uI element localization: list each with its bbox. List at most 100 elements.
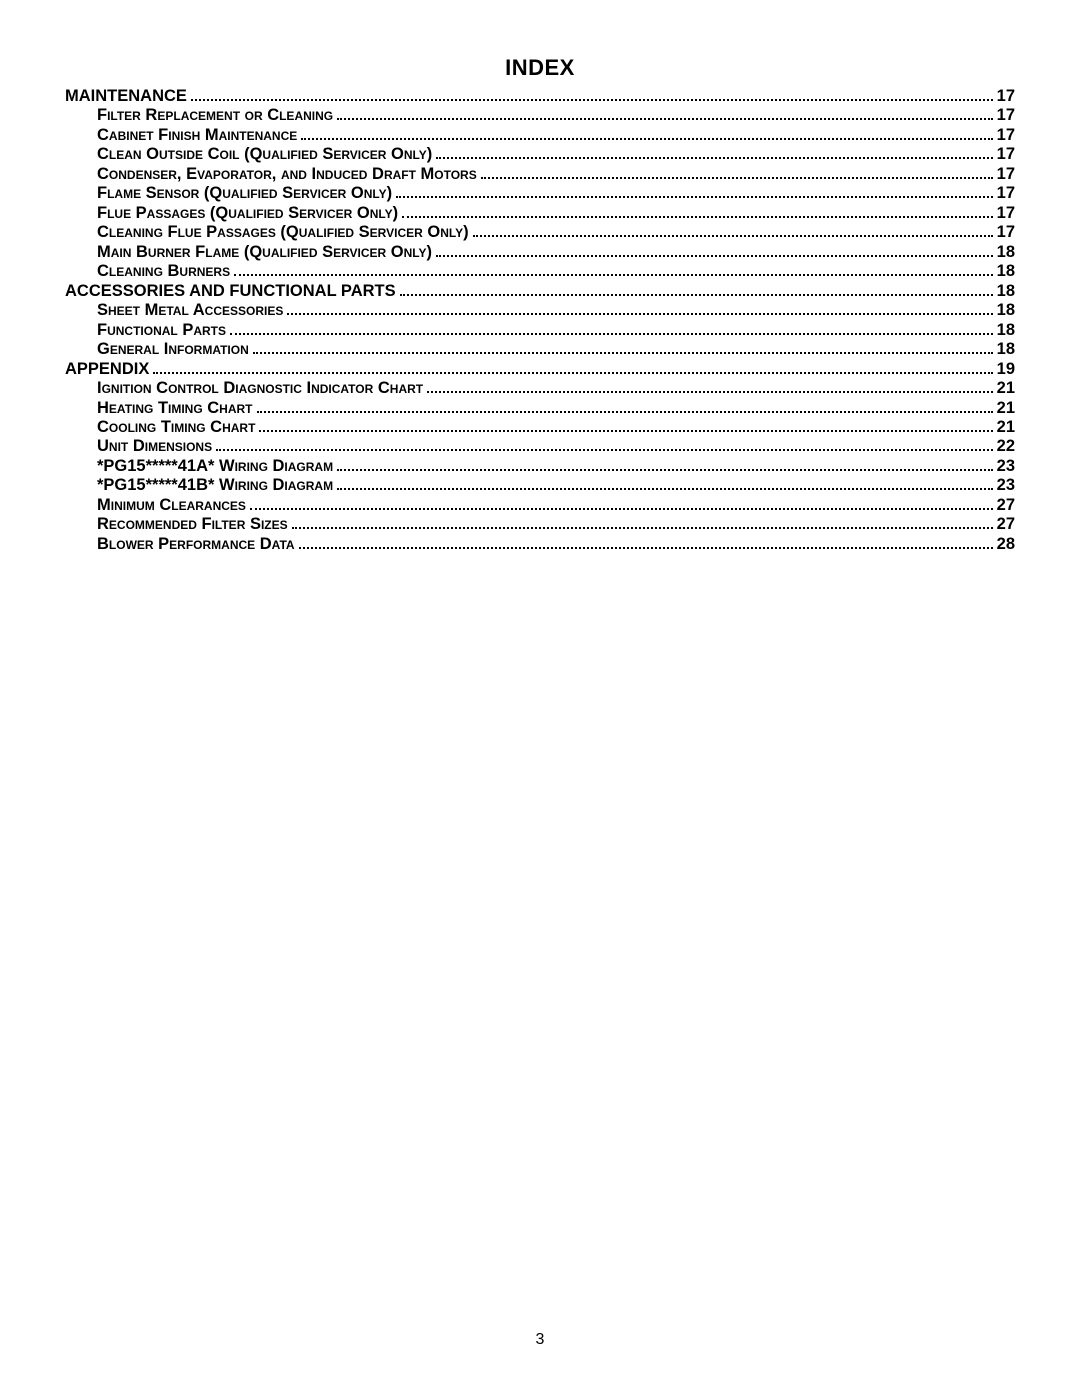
dot-leader xyxy=(427,382,993,393)
toc-entry: Minimum Clearances 27 xyxy=(65,496,1015,515)
toc-entry: Ignition Control Diagnostic Indicator Ch… xyxy=(65,379,1015,398)
dot-leader xyxy=(337,479,993,490)
toc-entry: *PG15*****41A* Wiring Diagram 23 xyxy=(65,457,1015,476)
toc-entry-label: Clean Outside Coil (Qualified Servicer O… xyxy=(65,145,432,164)
dot-leader xyxy=(253,343,993,354)
toc-entry: Recommended Filter Sizes 27 xyxy=(65,515,1015,534)
toc-entry-page: 18 xyxy=(997,340,1015,359)
toc-entry: Unit Dimensions 22 xyxy=(65,437,1015,456)
dot-leader xyxy=(396,187,993,198)
toc-entry: Cooling Timing Chart 21 xyxy=(65,418,1015,437)
toc-entry-label: Cabinet Finish Maintenance xyxy=(65,126,297,145)
toc-entry-label: Minimum Clearances xyxy=(65,496,246,515)
toc-entry-page: 28 xyxy=(997,535,1015,554)
dot-leader xyxy=(400,285,993,296)
toc-entry: Functional Parts 18 xyxy=(65,321,1015,340)
toc-entry-page: 18 xyxy=(997,262,1015,281)
toc-entry-page: 17 xyxy=(997,165,1015,184)
toc-entry-label: General Information xyxy=(65,340,249,359)
toc-entry-page: 27 xyxy=(997,496,1015,515)
table-of-contents: MAINTENANCE17Filter Replacement or Clean… xyxy=(65,87,1015,554)
toc-entry-page: 21 xyxy=(997,399,1015,418)
toc-entry-label: *PG15*****41B* Wiring Diagram xyxy=(65,476,333,495)
toc-entry-page: 21 xyxy=(997,418,1015,437)
toc-entry-label: Ignition Control Diagnostic Indicator Ch… xyxy=(65,379,423,398)
toc-entry: Cabinet Finish Maintenance 17 xyxy=(65,126,1015,145)
dot-leader xyxy=(259,421,992,432)
dot-leader xyxy=(216,440,993,451)
toc-entry-label: Flue Passages (Qualified Servicer Only) xyxy=(65,204,398,223)
toc-entry: APPENDIX 19 xyxy=(65,360,1015,379)
toc-entry-page: 17 xyxy=(997,184,1015,203)
toc-entry: Blower Performance Data 28 xyxy=(65,535,1015,554)
toc-entry: ACCESSORIES AND FUNCTIONAL PARTS 18 xyxy=(65,282,1015,301)
dot-leader xyxy=(337,460,993,471)
dot-leader xyxy=(299,538,993,549)
dot-leader xyxy=(436,246,993,257)
toc-entry-label: ACCESSORIES AND FUNCTIONAL PARTS xyxy=(65,282,396,301)
dot-leader xyxy=(292,518,993,529)
toc-entry: Sheet Metal Accessories 18 xyxy=(65,301,1015,320)
dot-leader xyxy=(153,363,992,374)
dot-leader xyxy=(436,148,992,159)
toc-entry-page: 22 xyxy=(997,437,1015,456)
toc-entry: Flame Sensor (Qualified Servicer Only) 17 xyxy=(65,184,1015,203)
toc-entry-label: Cleaning Flue Passages (Qualified Servic… xyxy=(65,223,469,242)
toc-entry: MAINTENANCE 17 xyxy=(65,87,1015,106)
toc-entry-page: 17 xyxy=(997,145,1015,164)
toc-entry-label: Sheet Metal Accessories xyxy=(65,301,283,320)
toc-entry: Cleaning Burners 18 xyxy=(65,262,1015,281)
page-title: INDEX xyxy=(65,55,1015,81)
toc-entry-label: Filter Replacement or Cleaning xyxy=(65,106,333,125)
toc-entry-label: *PG15*****41A* Wiring Diagram xyxy=(65,457,333,476)
toc-entry-label: Condenser, Evaporator, and Induced Draft… xyxy=(65,165,477,184)
toc-entry-label: Recommended Filter Sizes xyxy=(65,515,288,534)
toc-entry-label: Main Burner Flame (Qualified Servicer On… xyxy=(65,243,432,262)
dot-leader xyxy=(287,304,992,315)
toc-entry-label: Cooling Timing Chart xyxy=(65,418,255,437)
dot-leader xyxy=(301,129,992,140)
toc-entry-page: 27 xyxy=(997,515,1015,534)
toc-entry-page: 18 xyxy=(997,301,1015,320)
toc-entry-page: 23 xyxy=(997,476,1015,495)
page-number: 3 xyxy=(0,1331,1080,1349)
toc-entry: Main Burner Flame (Qualified Servicer On… xyxy=(65,243,1015,262)
toc-entry-label: MAINTENANCE xyxy=(65,87,187,106)
toc-entry: *PG15*****41B* Wiring Diagram 23 xyxy=(65,476,1015,495)
dot-leader xyxy=(234,265,993,276)
dot-leader xyxy=(257,401,993,412)
toc-entry-page: 17 xyxy=(997,223,1015,242)
toc-entry-label: APPENDIX xyxy=(65,360,149,379)
toc-entry-page: 21 xyxy=(997,379,1015,398)
toc-entry-page: 23 xyxy=(997,457,1015,476)
dot-leader xyxy=(250,499,993,510)
toc-entry: General Information 18 xyxy=(65,340,1015,359)
toc-entry-label: Unit Dimensions xyxy=(65,437,212,456)
document-page: INDEX MAINTENANCE17Filter Replacement or… xyxy=(0,0,1080,1397)
toc-entry: Cleaning Flue Passages (Qualified Servic… xyxy=(65,223,1015,242)
toc-entry-page: 17 xyxy=(997,106,1015,125)
toc-entry: Filter Replacement or Cleaning 17 xyxy=(65,106,1015,125)
toc-entry-page: 17 xyxy=(997,126,1015,145)
toc-entry-label: Flame Sensor (Qualified Servicer Only) xyxy=(65,184,392,203)
dot-leader xyxy=(481,168,993,179)
toc-entry-label: Functional Parts xyxy=(65,321,226,340)
toc-entry-page: 18 xyxy=(997,321,1015,340)
dot-leader xyxy=(402,207,993,218)
toc-entry-label: Cleaning Burners xyxy=(65,262,230,281)
toc-entry-page: 18 xyxy=(997,243,1015,262)
toc-entry: Heating Timing Chart 21 xyxy=(65,399,1015,418)
dot-leader xyxy=(230,324,993,335)
toc-entry-page: 17 xyxy=(997,87,1015,106)
toc-entry-label: Heating Timing Chart xyxy=(65,399,253,418)
toc-entry-page: 17 xyxy=(997,204,1015,223)
toc-entry-page: 19 xyxy=(997,360,1015,379)
dot-leader xyxy=(191,90,993,101)
toc-entry-label: Blower Performance Data xyxy=(65,535,295,554)
toc-entry-page: 18 xyxy=(997,282,1015,301)
toc-entry: Flue Passages (Qualified Servicer Only) 1… xyxy=(65,204,1015,223)
dot-leader xyxy=(337,109,993,120)
toc-entry: Condenser, Evaporator, and Induced Draft… xyxy=(65,165,1015,184)
toc-entry: Clean Outside Coil (Qualified Servicer O… xyxy=(65,145,1015,164)
dot-leader xyxy=(473,226,993,237)
